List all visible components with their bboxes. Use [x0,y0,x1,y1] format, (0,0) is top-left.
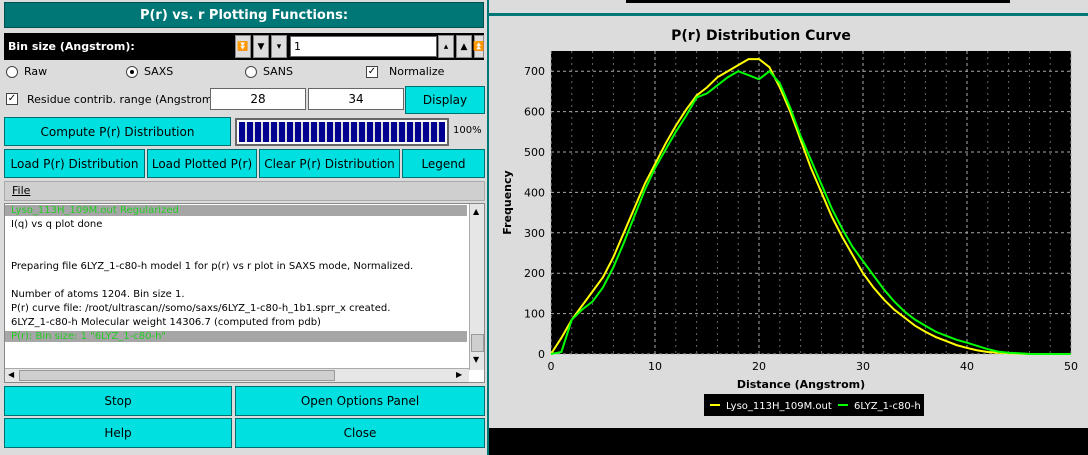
triple-down-icon[interactable]: ⏬ [235,35,251,58]
scroll-up-icon[interactable]: ▲ [473,207,480,216]
x-tick-label: 10 [648,360,662,373]
residue-checkbox[interactable]: ✓ [6,93,18,105]
bottom-black-bar [489,428,1088,455]
bin-size-input[interactable]: 1 [290,36,437,57]
plot-area [551,51,1071,354]
plot-panel: P(r) Distribution Curve 0 10 20 30 40 50 0 100 20… [487,0,1088,455]
compute-pr-button[interactable]: Compute P(r) Distribution [4,117,231,146]
panel-title: P(r) vs. r Plotting Functions: [4,2,484,28]
y-tick-label: 300 [524,227,545,240]
y-tick-label: 700 [524,65,545,78]
top-strip [489,0,1088,13]
y-tick-label: 500 [524,146,545,159]
residue-range-label: Residue contrib. range (Angstrom): [27,93,221,106]
x-tick-label: 20 [752,360,766,373]
double-up-icon[interactable]: ▲ [456,35,472,58]
saxs-radio[interactable] [126,66,138,78]
y-tick-label: 0 [538,348,545,361]
load-pr-button[interactable]: Load P(r) Distribution [4,149,145,178]
display-button[interactable]: Display [405,86,485,114]
legend-button[interactable]: Legend [402,149,485,178]
progress-percent: 100% [453,125,482,136]
compute-progress-bar [235,118,449,146]
x-tick-label: 50 [1064,360,1078,373]
bin-size-row: Bin size (Angstrom): ⏬ ▼ ▾ 1 ▴ ▲ ⏫ [4,33,485,60]
log-line: P(r) curve file: /root/ultrascan//somo/s… [11,303,391,314]
log-line: Number of atoms 1204. Bin size 1. [11,289,185,300]
x-tick-label: 30 [856,360,870,373]
double-down-icon[interactable]: ▼ [253,35,269,58]
top-black-bar [626,0,1010,3]
progress-fill [239,122,445,142]
raw-radio[interactable] [6,66,18,78]
raw-label: Raw [24,65,48,78]
normalize-label: Normalize [389,65,445,78]
help-button[interactable]: Help [4,418,232,448]
sans-label: SANS [263,65,293,78]
legend-box [704,394,924,416]
y-tick-label: 200 [524,267,545,280]
range-from-input[interactable]: 28 [210,88,306,110]
triple-up-icon[interactable]: ⏫ [473,35,485,58]
y-tick-label: 600 [524,106,545,119]
horizontal-scroll-thumb[interactable] [19,370,335,381]
legend-entry: Lyso_113H_109M.out [726,401,832,412]
down-arrow-icon[interactable]: ▾ [271,35,287,58]
up-arrow-icon[interactable]: ▴ [438,35,454,58]
scroll-right-icon[interactable]: ▶ [456,370,463,379]
series-line-0 [550,58,1071,355]
vertical-scroll-thumb[interactable] [471,334,484,352]
panel-separator [489,13,1088,16]
clear-pr-button[interactable]: Clear P(r) Distribution [259,149,400,178]
y-tick-label: 400 [524,186,545,199]
x-axis-label: Distance (Angstrom) [737,378,865,391]
range-to-input[interactable]: 34 [308,88,404,110]
plot-functions-panel: P(r) vs. r Plotting Functions: Bin size … [0,0,487,455]
saxs-label: SAXS [144,65,174,78]
legend-entry: 6LYZ_1-c80-h [854,401,921,412]
log-line: Lyso_113H_109M.out Regularized [5,205,467,216]
sans-radio[interactable] [245,66,257,78]
close-button[interactable]: Close [235,418,485,448]
load-plotted-pr-button[interactable]: Load Plotted P(r) [147,149,257,178]
stop-button[interactable]: Stop [4,386,232,416]
bin-size-label: Bin size (Angstrom): [8,40,135,53]
mode-row: Raw SAXS SANS ✓ Normalize [4,64,484,82]
log-line: P(r): Bin size: 1 "6LYZ_1-c80-h" [5,331,467,342]
log-line: I(q) vs q plot done [11,219,103,230]
chart-title: P(r) Distribution Curve [671,28,851,44]
file-menu[interactable]: File [12,184,31,197]
scroll-down-icon[interactable]: ▼ [473,355,480,364]
log-horizontal-scrollbar[interactable]: ◀ ▶ [5,368,469,382]
log-vertical-scrollbar[interactable]: ▲ ▼ [469,204,484,370]
x-tick-label: 0 [548,360,555,373]
series-line-1 [550,69,1071,355]
scroll-left-icon[interactable]: ◀ [8,370,15,379]
menu-bar: File [4,181,485,201]
log-line: Preparing file 6LYZ_1-c80-h model 1 for … [11,261,414,272]
y-tick-label: 100 [524,308,545,321]
log-line: 6LYZ_1-c80-h Molecular weight 14306.7 (c… [11,317,321,328]
normalize-checkbox[interactable]: ✓ [366,66,378,78]
open-options-button[interactable]: Open Options Panel [235,386,485,416]
y-axis-label: Frequency [501,170,514,234]
chart-legend: Lyso_113H_109M.out 6LYZ_1-c80-h [704,394,924,416]
message-log: Lyso_113H_109M.out Regularized I(q) vs q … [4,203,485,383]
x-tick-label: 40 [960,360,974,373]
